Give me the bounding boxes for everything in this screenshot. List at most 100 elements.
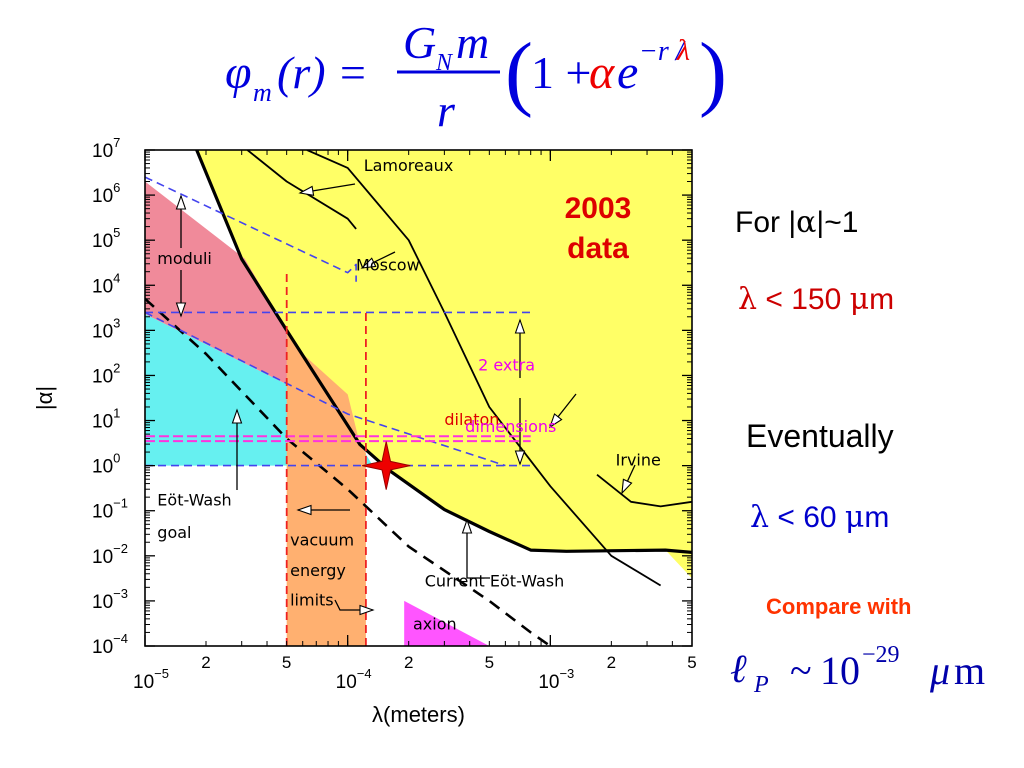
arrow-vac-right-elbow: [334, 599, 345, 611]
label-vac-2: energy: [290, 561, 346, 580]
l150-lambda: λ: [738, 282, 758, 317]
arrow-moscow-head: [360, 257, 377, 269]
series-lamoreaux: [246, 150, 357, 230]
planck-length-formula: ℓ P ~ 10 −29 μ m: [730, 642, 985, 698]
label-vac-1: vacuum: [290, 530, 354, 549]
y-tick-exponent: −1: [113, 496, 128, 511]
y-tick-exponent: −3: [113, 586, 128, 601]
label-goal-2: goal: [157, 523, 191, 542]
for-alpha-text: For |α|~1: [735, 205, 858, 240]
planck-unit: m: [954, 648, 985, 693]
eventually-text: Eventually: [746, 418, 894, 454]
marker-star: [362, 441, 411, 490]
y-tick-label: 105: [92, 225, 120, 252]
series-current-eot-wash: [195, 150, 692, 554]
planck-mu: μ: [929, 648, 950, 693]
annotation-layer: 2003 data: [362, 192, 631, 490]
l150-unit: m: [869, 283, 895, 316]
arrow-irvine-head: [621, 478, 633, 495]
region-moduli: [145, 181, 317, 399]
x-tick-exponent: −4: [357, 666, 372, 681]
planck-tilde: ~: [790, 648, 812, 693]
arrow-current-elbow: [466, 572, 490, 579]
label-current: Current Eöt-Wash: [425, 571, 565, 590]
y-axis-label: |α|: [32, 386, 57, 410]
arrow-lamoreaux-head: [298, 185, 315, 197]
x-axis-label: λ(meters): [372, 702, 465, 727]
x-minor-label: 5: [282, 653, 291, 672]
y-tick-exponent: −2: [113, 541, 128, 556]
lambda-150-text: λ < 150 μm: [738, 282, 894, 317]
formula-one-plus: 1 +: [531, 47, 591, 98]
y-tick-exponent: −4: [113, 631, 128, 646]
formula-exponent: −r /: [639, 36, 686, 67]
series-vacuum-dashed: [145, 297, 552, 646]
l150-rest: < 150: [757, 283, 850, 316]
formula-num-G: G: [403, 17, 436, 68]
formula-num-sub: N: [435, 50, 454, 76]
arrow-dilaton-up-head: [514, 318, 526, 334]
annotation-data: data: [567, 232, 629, 265]
y-tick-exponent: 2: [113, 360, 120, 375]
plot-frame: [144, 149, 693, 647]
y-tick-label: 101: [92, 406, 120, 433]
l150-mu: μ: [849, 282, 870, 317]
formula-phi-sub: m: [253, 78, 272, 107]
y-tick-label: 10−3: [92, 586, 128, 613]
y-tick-label: 103: [92, 315, 120, 342]
for-suffix: |~1: [816, 206, 859, 239]
y-tick-label: 107: [92, 135, 120, 162]
l60-mu: μ: [844, 500, 865, 535]
y-tick-label: 10−2: [92, 541, 128, 568]
y-tick-label: 104: [92, 270, 120, 297]
l60-rest: < 60: [769, 501, 845, 534]
potential-formula: φ m (r) = G N m r ( 1 + α e −r / λ ): [225, 17, 727, 136]
x-minor-label: 5: [687, 653, 696, 672]
for-prefix: For |: [735, 206, 797, 239]
y-tick-exponent: 5: [113, 225, 120, 240]
y-tick-exponent: 0: [113, 451, 120, 466]
region-vacuum-energy: [286, 330, 366, 646]
formula-num-m: m: [456, 17, 489, 68]
region-axion: [404, 600, 490, 646]
x-minor-label: 2: [607, 653, 616, 672]
formula-exp-lambda: λ: [676, 34, 690, 67]
planck-sub: P: [753, 672, 769, 698]
lambda-60-text: λ < 60 μm: [750, 500, 889, 535]
x-minor-label: 5: [485, 653, 494, 672]
arrow-current-head: [461, 518, 473, 534]
label-axion: axion: [413, 615, 457, 634]
y-tick-label: 10−4: [92, 631, 128, 658]
for-alpha-symbol: α: [796, 205, 817, 240]
plot-border: [144, 149, 693, 647]
planck-ell: ℓ: [730, 646, 747, 691]
y-tick-label: 10−1: [92, 496, 128, 523]
lines-layer: [145, 150, 692, 646]
y-tick-exponent: 3: [113, 315, 120, 330]
label-extra-2: dimensions: [465, 417, 556, 436]
compare-with-text: Compare with: [766, 594, 912, 619]
formula-paren-close: ): [699, 26, 727, 119]
label-moscow: Moscow: [356, 256, 420, 275]
arrows-layer: [175, 183, 636, 616]
arrow-goal-head: [231, 408, 243, 424]
region-excluded: [196, 150, 692, 579]
series-irvine: [596, 473, 692, 508]
formula-arg: (r) =: [277, 47, 368, 98]
arrow-extra-dim-head: [548, 413, 563, 429]
label-goal-1: Eöt-Wash: [157, 491, 231, 510]
label-extra-1: 2 extra: [478, 355, 535, 374]
label-lamoreaux: Lamoreaux: [364, 156, 454, 175]
x-tick-label: 10−3: [538, 666, 574, 693]
y-tick-label: 106: [92, 180, 120, 207]
label-vac-3: limits: [290, 591, 334, 610]
y-tick-label: 100: [92, 451, 120, 478]
x-minor-label: 2: [201, 653, 210, 672]
l60-unit: m: [864, 501, 890, 534]
label-irvine: Irvine: [616, 451, 661, 470]
annotation-2003: 2003: [565, 192, 632, 225]
arrow-vac-right-head: [359, 604, 375, 616]
arrow-moduli-up-head: [175, 194, 187, 210]
formula-e: e: [617, 46, 638, 99]
